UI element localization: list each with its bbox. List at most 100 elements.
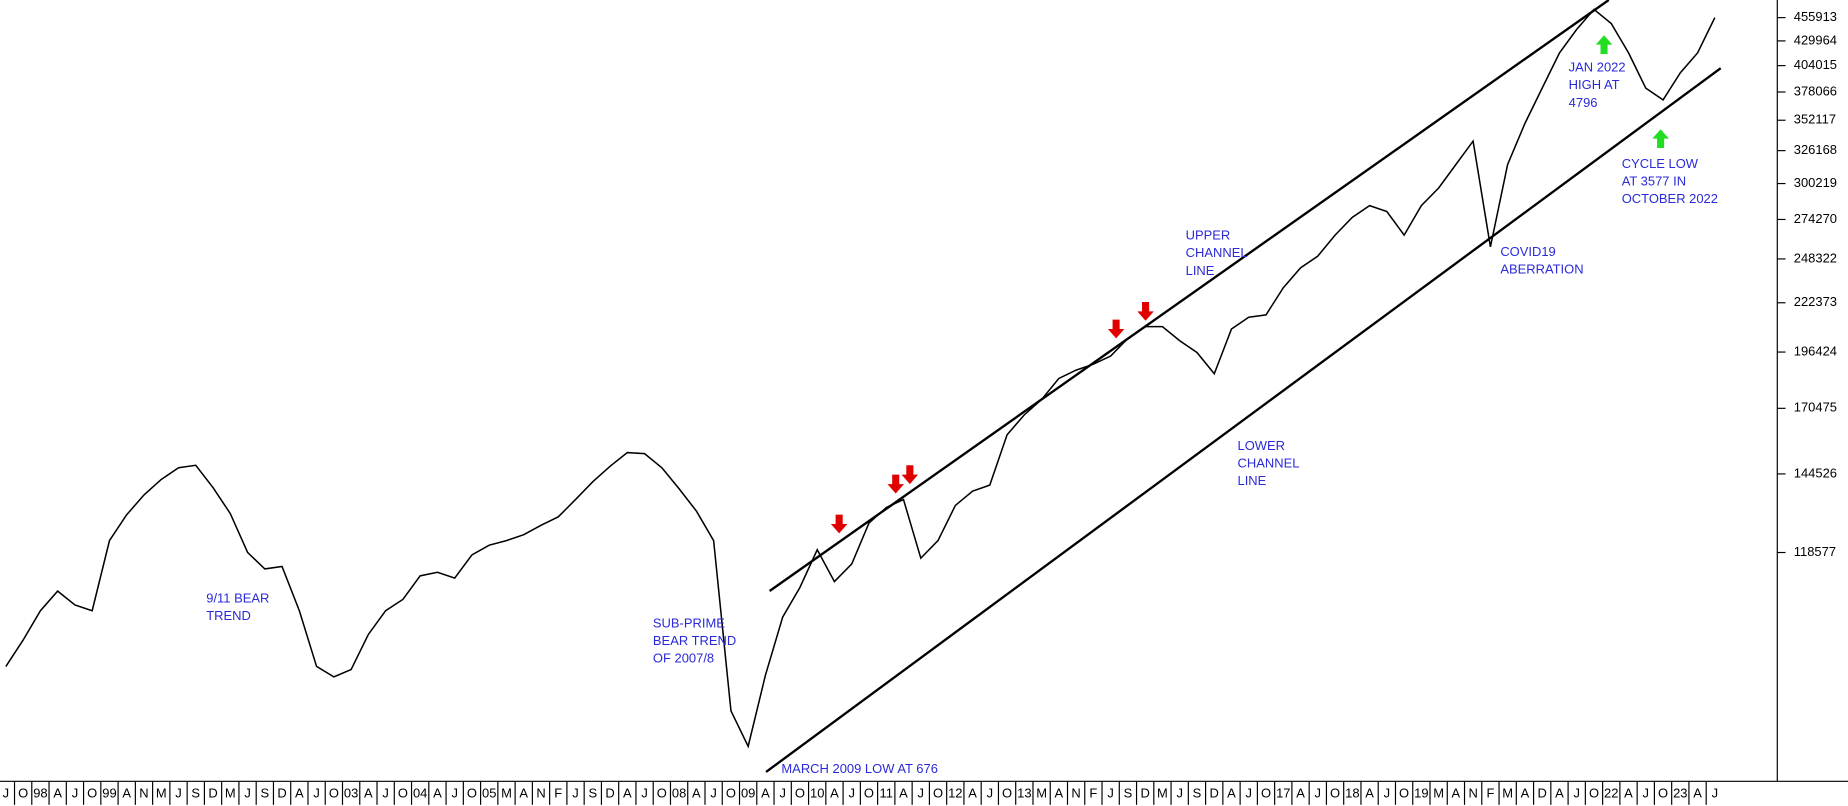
annotation: UPPER <box>1186 228 1231 243</box>
annotation: BEAR TREND <box>653 633 736 648</box>
x-tick-label: M <box>1036 786 1047 801</box>
x-tick-label: A <box>1296 786 1305 801</box>
x-tick-label: J <box>1107 786 1113 801</box>
annotation: SUB-PRIME <box>653 615 725 630</box>
x-tick-label: 23 <box>1673 786 1687 801</box>
x-tick-label: 99 <box>102 786 116 801</box>
arrow <box>1107 319 1125 339</box>
annotation: ABERRATION <box>1500 262 1583 277</box>
x-tick-label: S <box>191 786 200 801</box>
annotation: OCTOBER 2022 <box>1622 191 1718 206</box>
x-tick-label: 10 <box>810 786 824 801</box>
x-tick-label: 19 <box>1414 786 1428 801</box>
x-tick-label: 12 <box>948 786 962 801</box>
x-tick-label: J <box>918 786 924 801</box>
y-tick-label: 222373 <box>1794 294 1837 309</box>
x-tick-label: J <box>1384 786 1390 801</box>
x-tick-label: S <box>588 786 597 801</box>
annotation: TREND <box>206 608 251 623</box>
x-tick-label: O <box>1261 786 1271 801</box>
y-tick-label: 118577 <box>1794 544 1836 559</box>
x-tick-label: A <box>623 786 632 801</box>
x-tick-label: 03 <box>344 786 358 801</box>
x-tick-label: A <box>899 786 908 801</box>
y-tick-label: 300219 <box>1794 175 1837 190</box>
x-tick-label: M <box>1502 786 1513 801</box>
annotation: COVID19 <box>1500 244 1555 259</box>
y-tick-label: 144526 <box>1794 465 1837 480</box>
x-tick-label: D <box>1538 786 1547 801</box>
x-tick-label: O <box>87 786 97 801</box>
x-tick-label: M <box>1157 786 1168 801</box>
x-tick-label: A <box>1693 786 1702 801</box>
annotation: HIGH AT <box>1569 77 1620 92</box>
annotation: MARCH 2009 LOW AT 676 <box>781 761 938 776</box>
red-arrows <box>830 301 1154 534</box>
x-tick-label: M <box>225 786 236 801</box>
arrow <box>1652 129 1669 149</box>
x-tick-label: O <box>864 786 874 801</box>
x-tick-label: J <box>641 786 647 801</box>
x-tick-label: D <box>1140 786 1149 801</box>
arrow <box>1595 35 1613 55</box>
x-tick-label: J <box>244 786 250 801</box>
x-tick-label: J <box>1643 786 1649 801</box>
y-tick-label: 326168 <box>1794 142 1837 157</box>
x-tick-label: J <box>1573 786 1579 801</box>
x-tick-label: J <box>72 786 78 801</box>
x-tick-label: N <box>1468 786 1477 801</box>
annotation: LINE <box>1238 473 1267 488</box>
annotation: JAN 2022 <box>1569 60 1626 75</box>
x-tick-label: D <box>208 786 217 801</box>
x-tick-label: S <box>1124 786 1133 801</box>
x-tick-label: J <box>1176 786 1182 801</box>
arrow <box>1137 301 1154 321</box>
x-tick-label: O <box>467 786 477 801</box>
y-tick-label: 274270 <box>1794 211 1837 226</box>
x-tick-label: J <box>572 786 578 801</box>
x-tick-label: 22 <box>1604 786 1618 801</box>
x-tick-label: J <box>3 786 9 801</box>
y-tick-label: 378066 <box>1794 83 1837 98</box>
annotation: 9/11 BEAR <box>206 591 269 606</box>
x-tick-label: A <box>1555 786 1564 801</box>
arrow <box>830 514 848 534</box>
arrow <box>901 465 919 485</box>
x-tick-label: J <box>313 786 319 801</box>
x-tick-label: O <box>1658 786 1668 801</box>
x-tick-label: D <box>605 786 614 801</box>
x-tick-label: A <box>122 786 131 801</box>
x-tick-label: J <box>1315 786 1321 801</box>
x-tick-label: A <box>53 786 62 801</box>
annotation: OF 2007/8 <box>653 651 714 666</box>
arrow <box>887 474 904 494</box>
x-tick-label: O <box>657 786 667 801</box>
x-tick-label: 11 <box>880 786 893 801</box>
x-tick-label: 17 <box>1276 786 1290 801</box>
x-tick-label: A <box>1521 786 1530 801</box>
x-tick-label: A <box>364 786 373 801</box>
x-tick-label: F <box>1089 786 1097 801</box>
x-tick-label: 05 <box>482 786 496 801</box>
x-tick-label: A <box>1365 786 1374 801</box>
x-tick-label: 04 <box>413 786 427 801</box>
x-tick-label: F <box>554 786 562 801</box>
x-tick-label: O <box>18 786 28 801</box>
x-tick-label: 09 <box>741 786 755 801</box>
x-tick-label: 08 <box>672 786 686 801</box>
x-tick-label: J <box>848 786 854 801</box>
x-tick-label: A <box>433 786 442 801</box>
y-tick-label: 248322 <box>1794 250 1837 265</box>
annotation: CYCLE LOW <box>1622 156 1699 171</box>
x-tick-label: A <box>1452 786 1461 801</box>
x-tick-label: F <box>1486 786 1494 801</box>
x-tick-label: J <box>175 786 181 801</box>
x-tick-label: 18 <box>1345 786 1359 801</box>
x-tick-label: J <box>779 786 785 801</box>
annotation: 4796 <box>1569 95 1598 110</box>
x-tick-label: A <box>1624 786 1633 801</box>
x-tick-label: N <box>536 786 545 801</box>
annotation: CHANNEL <box>1238 456 1300 471</box>
